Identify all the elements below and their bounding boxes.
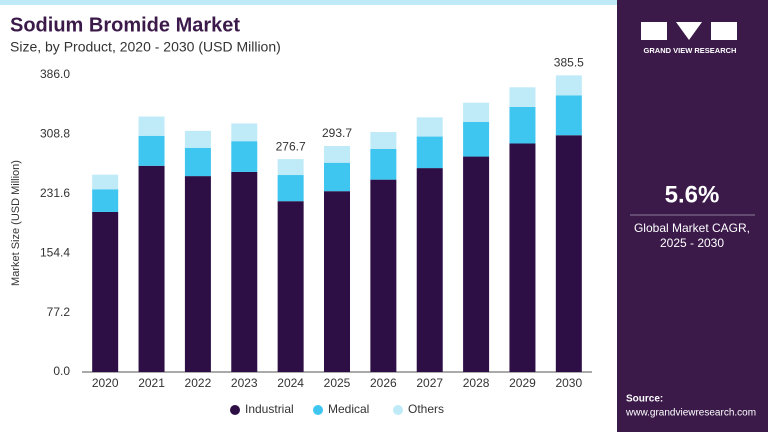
chart-subtitle: Size, by Product, 2020 - 2030 (USD Milli… <box>10 39 281 55</box>
x-tick-label: 2027 <box>416 376 443 390</box>
side-panel <box>617 0 768 432</box>
bar-segment <box>370 148 397 180</box>
brand: GRAND VIEW RESEARCH <box>644 46 737 55</box>
bar-segment <box>324 191 350 372</box>
x-tick-label: 2023 <box>231 376 258 390</box>
source-title: Source: <box>626 394 663 405</box>
bar-segment <box>92 174 119 190</box>
bar-segment <box>416 168 443 372</box>
bar-segment <box>138 165 165 372</box>
bar-segment <box>555 75 582 96</box>
bar-segment <box>324 146 350 163</box>
legend-swatch <box>230 405 240 415</box>
cagr-value: 5.6% <box>665 181 720 208</box>
y-tick-label: 77.2 <box>47 305 71 319</box>
legend-label: Industrial <box>245 402 294 416</box>
bar-segment <box>231 141 258 172</box>
x-tick-label: 2024 <box>277 376 304 390</box>
bar-segment <box>92 189 119 212</box>
bar-segment <box>231 123 258 142</box>
bar-segment <box>509 106 536 144</box>
cagr-label: Global Market CAGR, <box>634 221 750 235</box>
bar-segment <box>370 179 397 372</box>
x-tick-label: 2030 <box>555 376 582 390</box>
bar-segment <box>138 116 165 136</box>
bar-segment <box>555 95 582 136</box>
bar-segment <box>231 171 258 372</box>
x-tick-label: 2025 <box>324 376 351 390</box>
legend-swatch <box>313 405 323 415</box>
y-tick-label: 231.6 <box>40 186 70 200</box>
logo-block <box>676 22 702 40</box>
x-tick-label: 2021 <box>138 376 165 390</box>
x-tick-label: 2029 <box>509 376 536 390</box>
y-tick-label: 308.8 <box>40 127 70 141</box>
x-tick-label: 2020 <box>92 376 119 390</box>
bar-segment <box>277 201 304 372</box>
bar-segment <box>370 132 397 149</box>
bar-segment <box>277 159 304 176</box>
top-strip <box>0 0 617 5</box>
bar-segment <box>138 135 165 166</box>
x-tick-label: 2026 <box>370 376 397 390</box>
bar-segment <box>463 156 490 372</box>
total-label: 276.7 <box>276 139 306 153</box>
legend-swatch <box>393 405 403 415</box>
bar-segment <box>184 176 211 372</box>
x-tick-label: 2022 <box>185 376 212 390</box>
y-tick-label: 0.0 <box>53 364 70 378</box>
y-tick-label: 386.0 <box>40 67 70 81</box>
bar-segment <box>463 121 490 157</box>
cagr-label: 2025 - 2030 <box>660 236 724 250</box>
bar-segment <box>555 135 582 372</box>
source-url: www.grandviewresearch.com <box>625 408 756 419</box>
legend-label: Medical <box>328 402 369 416</box>
bar-segment <box>324 162 350 192</box>
bar-segment <box>463 102 490 122</box>
bar-segment <box>416 136 443 169</box>
y-axis-label: Market Size (USD Million) <box>10 160 22 286</box>
bar-segment <box>277 175 304 202</box>
total-label: 293.7 <box>322 126 352 140</box>
logo-block <box>711 22 737 40</box>
y-tick-label: 154.4 <box>40 245 70 259</box>
logo-block <box>641 22 667 40</box>
x-tick-label: 2028 <box>463 376 490 390</box>
total-label: 385.5 <box>554 56 584 70</box>
logo <box>641 22 737 40</box>
bar-segment <box>509 143 536 372</box>
bar-segment <box>184 147 211 177</box>
bar-segment <box>92 211 119 372</box>
bar-segment <box>416 117 443 137</box>
legend-label: Others <box>408 402 444 416</box>
chart-title: Sodium Bromide Market <box>10 14 240 36</box>
bar-segment <box>184 130 211 148</box>
bar-segment <box>509 87 536 107</box>
